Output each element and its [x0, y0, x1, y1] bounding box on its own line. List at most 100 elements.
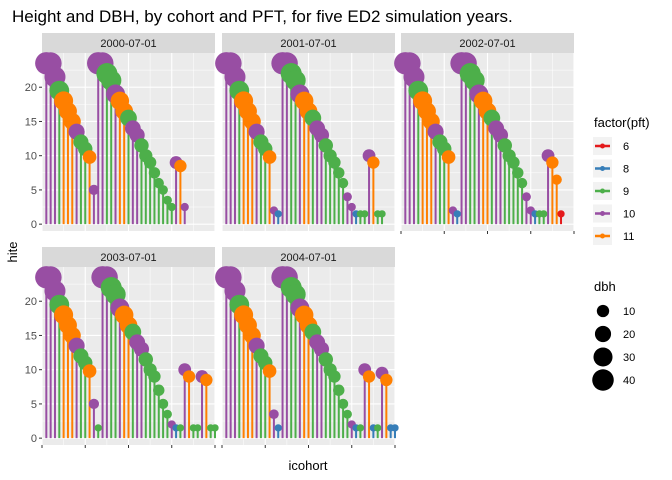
- cohort-point: [516, 177, 528, 189]
- facet-strip-label: 2004-07-01: [280, 252, 336, 264]
- cohort-point: [200, 373, 213, 387]
- cohort-point: [262, 150, 277, 164]
- facet-panel: 2003-07-01 0 5 10 15 20: [25, 247, 219, 448]
- cohort-point: [507, 156, 520, 169]
- cohort-point: [333, 167, 345, 179]
- cohort-point: [138, 352, 154, 367]
- facet-panel: 2001-07-01: [215, 33, 396, 231]
- cohort-point: [546, 156, 559, 169]
- legend-pft-point: [600, 233, 605, 239]
- facet-panel: 2000-07-01 0 5 10 15 20: [25, 33, 216, 231]
- legend-dbh-point: [596, 304, 610, 318]
- cohort-point: [167, 202, 176, 212]
- legend-pft-label: 8: [623, 164, 629, 176]
- legend-pft-point: [600, 143, 605, 149]
- facet-grid: 2000-07-01 0 5 10 15 20 2001-07-01 2002-07-01 20…: [25, 33, 575, 448]
- legend-pft-point: [600, 166, 605, 171]
- cohort-point: [82, 150, 97, 164]
- cohort-point: [274, 210, 282, 218]
- facet-strip-label: 2003-07-01: [100, 252, 156, 264]
- cohort-point: [337, 398, 349, 410]
- cohort-point: [182, 370, 196, 383]
- legend-pft-title: factor(pft): [594, 115, 650, 130]
- cohort-point: [180, 202, 189, 212]
- cohort-point: [333, 384, 345, 396]
- y-tick-label: 5: [31, 399, 37, 411]
- cohort-point: [274, 424, 282, 432]
- cohort-point: [356, 424, 365, 432]
- legend-dbh-title: dbh: [594, 279, 616, 294]
- cohort-point: [328, 370, 341, 383]
- cohort-point: [453, 210, 461, 218]
- legend-pft-point: [600, 211, 605, 216]
- legend-dbh-label: 40: [623, 375, 635, 387]
- cohort-point: [94, 424, 102, 432]
- facet-strip: [42, 247, 215, 267]
- cohort-point: [88, 398, 100, 410]
- cohort-point: [318, 138, 334, 153]
- legend-pft-point: [600, 188, 605, 194]
- legend-dbh-point: [594, 325, 612, 343]
- x-axis-title: icohort: [288, 458, 327, 473]
- cohort-point: [342, 409, 352, 419]
- y-tick-label: 15: [25, 116, 37, 128]
- cohort-point: [88, 184, 100, 196]
- y-axis-title: hite: [5, 242, 20, 263]
- cohort-point: [512, 167, 524, 179]
- cohort-point: [143, 156, 157, 169]
- facet-panel: 2002-07-01: [394, 33, 575, 234]
- cohort-point: [361, 210, 369, 218]
- cohort-point: [540, 210, 548, 218]
- legend-pft: factor(pft) 6 8 9 10 11: [593, 115, 650, 245]
- y-tick-label: 5: [31, 185, 37, 197]
- cohort-point: [521, 192, 531, 202]
- y-tick-label: 10: [25, 151, 37, 163]
- y-tick-label: 15: [25, 330, 37, 342]
- y-tick-label: 0: [31, 219, 37, 231]
- cohort-point: [174, 159, 187, 173]
- cohort-point: [318, 352, 334, 367]
- y-tick-label: 20: [25, 82, 37, 94]
- y-tick-label: 20: [25, 296, 37, 308]
- cohort-point: [158, 185, 168, 195]
- cohort-point: [134, 138, 149, 153]
- cohort-point: [148, 167, 161, 179]
- cohort-point: [378, 210, 386, 218]
- cohort-point: [367, 156, 380, 169]
- cohort-point: [391, 424, 399, 432]
- facet-strip: [42, 33, 215, 53]
- y-tick-label: 0: [31, 433, 37, 445]
- cohort-point: [347, 202, 356, 212]
- legend-dbh-label: 20: [623, 329, 635, 341]
- cohort-point: [380, 373, 393, 387]
- legend-dbh-point: [592, 369, 614, 391]
- cohort-point: [497, 138, 513, 153]
- cohort-point: [557, 210, 565, 218]
- cohort-point: [153, 384, 165, 396]
- cohort-point: [262, 364, 277, 378]
- cohort-point: [362, 370, 376, 383]
- facet-strip-label: 2001-07-01: [280, 38, 336, 50]
- cohort-point: [162, 195, 172, 205]
- facet-strip-label: 2000-07-01: [100, 38, 156, 50]
- facet-strip: [401, 33, 574, 53]
- chart-title: Height and DBH, by cohort and PFT, for f…: [12, 7, 513, 26]
- legend-dbh-point: [593, 347, 613, 367]
- cohort-point: [162, 409, 172, 419]
- legend-pft-label: 11: [623, 231, 634, 243]
- legend-dbh: dbh 10 20 30 40: [592, 279, 635, 391]
- legend-pft-label: 6: [623, 141, 629, 153]
- facet-panel: 2004-07-01: [215, 247, 399, 448]
- cohort-point: [342, 192, 352, 202]
- cohort-point: [211, 424, 219, 432]
- cohort-point: [269, 409, 279, 420]
- cohort-point: [157, 398, 169, 410]
- cohort-point: [82, 364, 97, 378]
- cohort-point: [441, 150, 456, 164]
- y-tick-label: 10: [25, 365, 37, 377]
- cohort-point: [374, 424, 382, 432]
- cohort-point: [551, 174, 562, 185]
- legend-pft-label: 10: [623, 209, 635, 221]
- legend-pft-label: 9: [623, 186, 629, 198]
